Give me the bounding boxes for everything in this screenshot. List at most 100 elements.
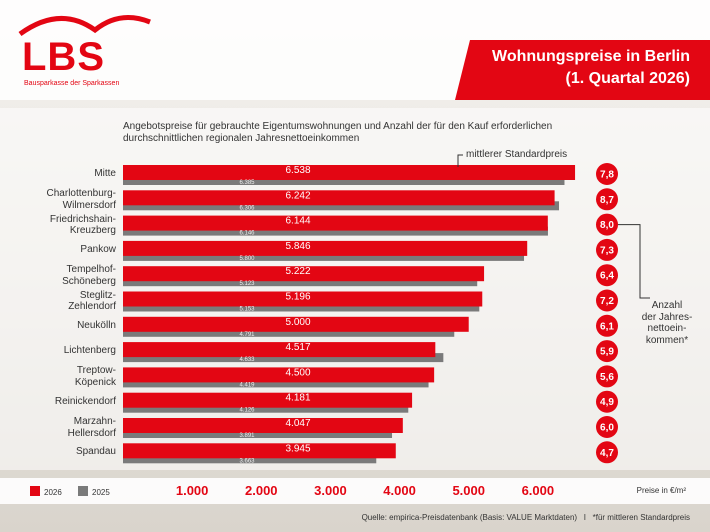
value-label-2026: 5.222: [285, 266, 310, 277]
title-band: [455, 40, 710, 100]
bar-2025: [123, 454, 377, 464]
bar-2025: [123, 353, 444, 363]
ratio-label: 8,7: [600, 195, 614, 206]
category-label: Friedrichshain- Kreuzberg: [49, 213, 116, 237]
value-label-2025: 6.385: [239, 180, 255, 186]
ratio-circle: [596, 314, 618, 337]
value-label-2026: 4.500: [285, 367, 310, 378]
bar-2025: [123, 251, 525, 261]
value-label-2026: 4.047: [285, 418, 310, 429]
category-label: Marzahn- Hellersdorf: [67, 416, 116, 439]
ratio-label: 4,7: [600, 448, 614, 459]
bar-2026: [123, 190, 555, 206]
bar-2026: [123, 316, 469, 332]
category-label: Mitte: [94, 168, 116, 179]
value-label-2026: 4.517: [285, 342, 310, 353]
ratio-label: 5,6: [600, 372, 614, 383]
bar-2026: [123, 392, 413, 408]
legend-label: 2025: [92, 488, 110, 497]
annotation: mittlerer Standardpreis: [466, 149, 568, 160]
bar-2025: [123, 302, 480, 312]
value-label-2025: 5.153: [239, 307, 255, 313]
ratio-circle: [596, 416, 618, 438]
category-label: Tempelhof- Schöneberg: [62, 264, 116, 287]
bar-2025: [123, 176, 565, 185]
bar-2025: [123, 378, 429, 388]
value-label-2026: 5.000: [285, 317, 310, 328]
value-label-2025: 5.800: [239, 256, 255, 262]
value-label-2026: 6.144: [285, 216, 310, 227]
ratio-label: 6,1: [600, 321, 614, 332]
bar-2025: [123, 327, 455, 337]
ratio-circle: [596, 365, 618, 388]
logo: LBS: [22, 35, 105, 79]
ratio-circle: [596, 213, 618, 236]
axis-band: [0, 478, 710, 504]
x-axis-label: Preise in €/m²: [636, 486, 686, 495]
category-label: Neukölln: [77, 319, 116, 331]
ratio-circle: [596, 340, 618, 363]
category-label: Charlottenburg- Wilmersdorf: [46, 188, 116, 211]
logo-arc: [18, 15, 151, 37]
bracket-line: [618, 224, 650, 299]
ratio-circle: [596, 390, 618, 413]
bar-2026: [123, 418, 403, 433]
value-label-2025: 4.791: [239, 332, 255, 338]
bar-2025: [123, 403, 409, 413]
value-label-2026: 3.945: [285, 443, 310, 454]
value-label-2025: 4.419: [239, 382, 255, 388]
ratio-circle: [596, 188, 618, 211]
ratio-label: 7,8: [600, 170, 614, 181]
ratio-label: 5,9: [600, 347, 614, 358]
ratio-circle: [596, 163, 618, 185]
ratio-label: 6,4: [600, 271, 614, 282]
value-label-2025: 4.633: [239, 357, 255, 363]
ratio-circle: [596, 264, 618, 287]
bar-2025: [123, 201, 560, 211]
category-label: Pankow: [80, 243, 116, 255]
bar-2026: [123, 215, 548, 231]
bar-2026: [123, 165, 576, 180]
value-label-2025: 3.891: [239, 433, 255, 439]
ratio-circle: [596, 238, 618, 261]
value-label-2025: 3.663: [239, 458, 255, 464]
value-label-2026: 6.242: [285, 190, 310, 201]
logo-tagline: Bausparkasse der Sparkassen: [24, 80, 120, 87]
chart-subtitle: (1. Quartal 2026): [565, 70, 691, 87]
bar-2026: [123, 367, 435, 383]
value-label-2026: 5.196: [285, 292, 310, 303]
x-tick-label: 1.000: [176, 483, 209, 498]
chart-title: Wohnungspreise in Berlin: [492, 48, 690, 65]
bar-2026: [123, 240, 528, 256]
bar-2026: [123, 291, 483, 307]
category-label: Lichtenberg: [63, 345, 116, 357]
value-label-2026: 4.181: [285, 393, 310, 404]
source: Quelle: empirica-Preisdatenbank (Basis: …: [361, 513, 690, 522]
ratio-label: 8,0: [600, 220, 614, 231]
ratio-label: 7,2: [600, 296, 614, 307]
bar-2026: [123, 443, 396, 459]
bar-2025: [123, 429, 393, 438]
bar-2026: [123, 266, 485, 282]
category-label: Steglitz- Zehlendorf: [68, 289, 116, 313]
value-label-2025: 6.306: [239, 205, 255, 211]
x-tick-label: 4.000: [383, 483, 416, 498]
x-tick-label: 5.000: [452, 483, 485, 498]
ratio-label: 4,9: [600, 397, 614, 408]
ratio-circle: [596, 289, 618, 312]
ratio-label: Anzahl der Jahres- nettoein- kommen*: [641, 300, 693, 346]
value-label-2025: 6.146: [239, 231, 255, 237]
legend-swatch: [30, 486, 40, 496]
bar-2026: [123, 342, 436, 358]
legend-swatch: [78, 486, 88, 496]
category-label: Spandau: [75, 446, 116, 458]
x-tick-label: 2.000: [245, 483, 278, 498]
x-tick-label: 3.000: [314, 483, 347, 498]
description: Angebotspreise für gebrauchte Eigentumsw…: [123, 121, 553, 144]
category-label: Treptow- Köpenick: [74, 365, 116, 388]
legend-label: 2026: [44, 488, 62, 497]
annotation-line: [457, 154, 463, 167]
x-tick-label: 6.000: [522, 483, 555, 498]
